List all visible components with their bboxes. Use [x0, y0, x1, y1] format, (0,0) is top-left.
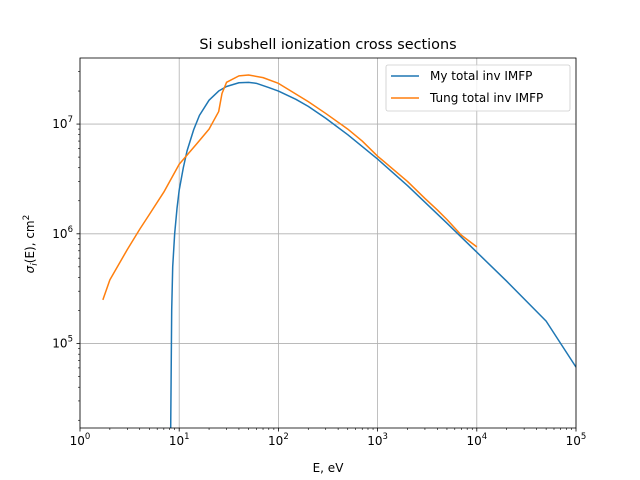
y-axis-label: σi(E), cm2 — [22, 215, 40, 274]
x-tick-base: 10 — [70, 434, 85, 448]
series-line-1 — [102, 74, 478, 301]
series-group — [102, 74, 576, 428]
y-axis-label-sigma: σ — [23, 265, 37, 273]
series-line-0 — [169, 81, 576, 428]
x-tick-exponent: 2 — [283, 432, 288, 442]
x-tick-base: 10 — [367, 434, 382, 448]
x-tick-exponent: 0 — [85, 432, 90, 442]
y-tick-exponent: 7 — [68, 115, 73, 125]
x-tick-label: 104 — [466, 432, 487, 448]
x-tick-label: 102 — [268, 432, 289, 448]
x-tick-base: 10 — [268, 434, 283, 448]
x-tick-exponent: 3 — [383, 432, 388, 442]
x-tick-base: 10 — [466, 434, 481, 448]
plot-frame — [79, 57, 577, 429]
y-axis-label-subscript: i — [30, 263, 40, 266]
x-axis-label: E, eV — [313, 461, 345, 475]
x-tick-label: 103 — [367, 432, 388, 448]
y-tick-exponent: 6 — [68, 225, 73, 235]
legend-label-my-total: My total inv IMFP — [430, 69, 532, 83]
x-tick-label: 101 — [169, 432, 190, 448]
plot-area — [80, 58, 576, 428]
y-tick-base: 10 — [52, 117, 67, 131]
x-tick-label: 100 — [70, 432, 91, 448]
y-tick-label: 107 — [52, 115, 73, 131]
x-tick-exponent: 1 — [184, 432, 189, 442]
y-tick-exponent: 5 — [68, 335, 73, 345]
y-axis-label-main: (E), cm — [23, 220, 37, 263]
legend: My total inv IMFP Tung total inv IMFP — [385, 64, 571, 112]
y-tick-base: 10 — [52, 227, 67, 241]
y-axis-label-superscript: 2 — [22, 215, 32, 221]
chart-title: Si subshell ionization cross sections — [199, 37, 456, 53]
x-tick-base: 10 — [566, 434, 581, 448]
y-tick-base: 10 — [52, 337, 67, 351]
y-tick-label: 105 — [52, 335, 73, 351]
legend-label-tung-total: Tung total inv IMFP — [429, 91, 543, 105]
legend-box — [385, 64, 571, 112]
y-tick-label: 106 — [52, 225, 73, 241]
x-tick-base: 10 — [169, 434, 184, 448]
x-tick-exponent: 4 — [482, 432, 487, 442]
x-tick-label: 105 — [566, 432, 587, 448]
x-tick-exponent: 5 — [581, 432, 586, 442]
